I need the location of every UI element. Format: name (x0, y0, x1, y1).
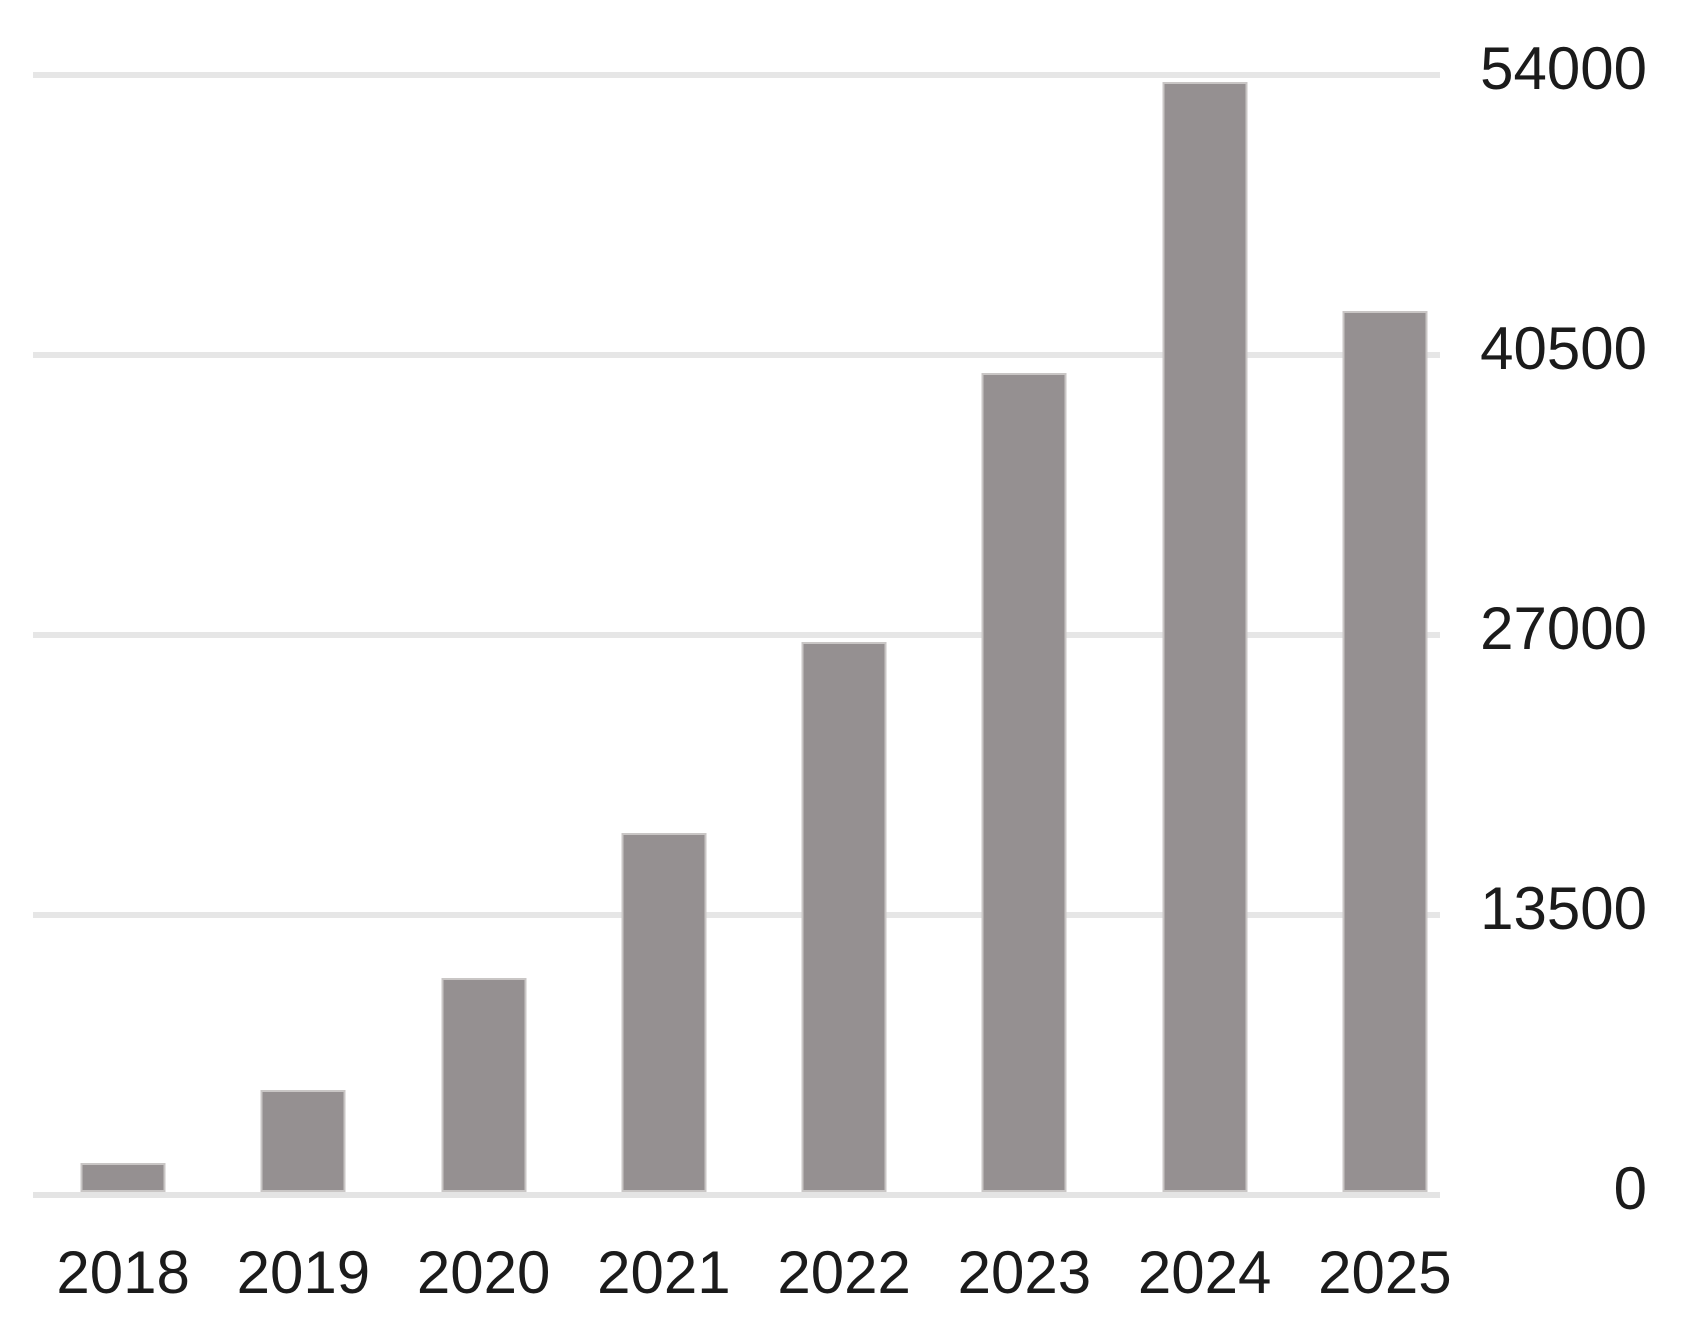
bar-slot-2022 (754, 0, 934, 1192)
bar-slot-2024 (1115, 0, 1295, 1192)
bar-slot-2021 (574, 0, 754, 1192)
gridline-27000 (33, 632, 1440, 638)
gridline-54000 (33, 72, 1440, 78)
gridlines-layer (33, 0, 1440, 1198)
bar-2023 (981, 372, 1067, 1192)
x-axis-labels: 2018 2019 2020 2021 2022 2023 2024 2025 (33, 1242, 1475, 1304)
bar-2019 (260, 1090, 346, 1192)
y-tick-label-54000: 54000 (1480, 35, 1647, 102)
y-tick-label-40500: 40500 (1480, 315, 1647, 382)
bar-slot-2019 (213, 0, 393, 1192)
bar-2022 (801, 642, 887, 1192)
bar-slot-2023 (934, 0, 1114, 1192)
bars-layer (33, 0, 1475, 1192)
gridline-40500 (33, 352, 1440, 358)
x-tick-label-2022: 2022 (777, 1239, 911, 1306)
x-axis-line (33, 1192, 1440, 1198)
bar-slot-2018 (33, 0, 213, 1192)
x-tick-label-2021: 2021 (597, 1239, 731, 1306)
bar-2020 (441, 978, 527, 1192)
y-tick-label-27000: 27000 (1480, 595, 1647, 662)
x-tick-label-2018: 2018 (56, 1239, 190, 1306)
y-tick-label-0: 0 (1613, 1155, 1647, 1222)
x-tick-label-2023: 2023 (957, 1239, 1092, 1306)
bar-slot-2025 (1295, 0, 1475, 1192)
x-tick-label-2020: 2020 (416, 1239, 551, 1306)
bar-2018 (80, 1162, 166, 1192)
bar-2025 (1342, 310, 1428, 1192)
bar-slot-2020 (394, 0, 574, 1192)
y-tick-label-13500: 13500 (1480, 875, 1647, 942)
bar-2021 (621, 833, 707, 1192)
x-tick-label-2019: 2019 (236, 1239, 371, 1306)
bar-2024 (1162, 82, 1248, 1192)
x-tick-label-2025: 2025 (1318, 1239, 1452, 1306)
x-tick-label-2024: 2024 (1137, 1239, 1272, 1306)
gridline-13500 (33, 912, 1440, 918)
